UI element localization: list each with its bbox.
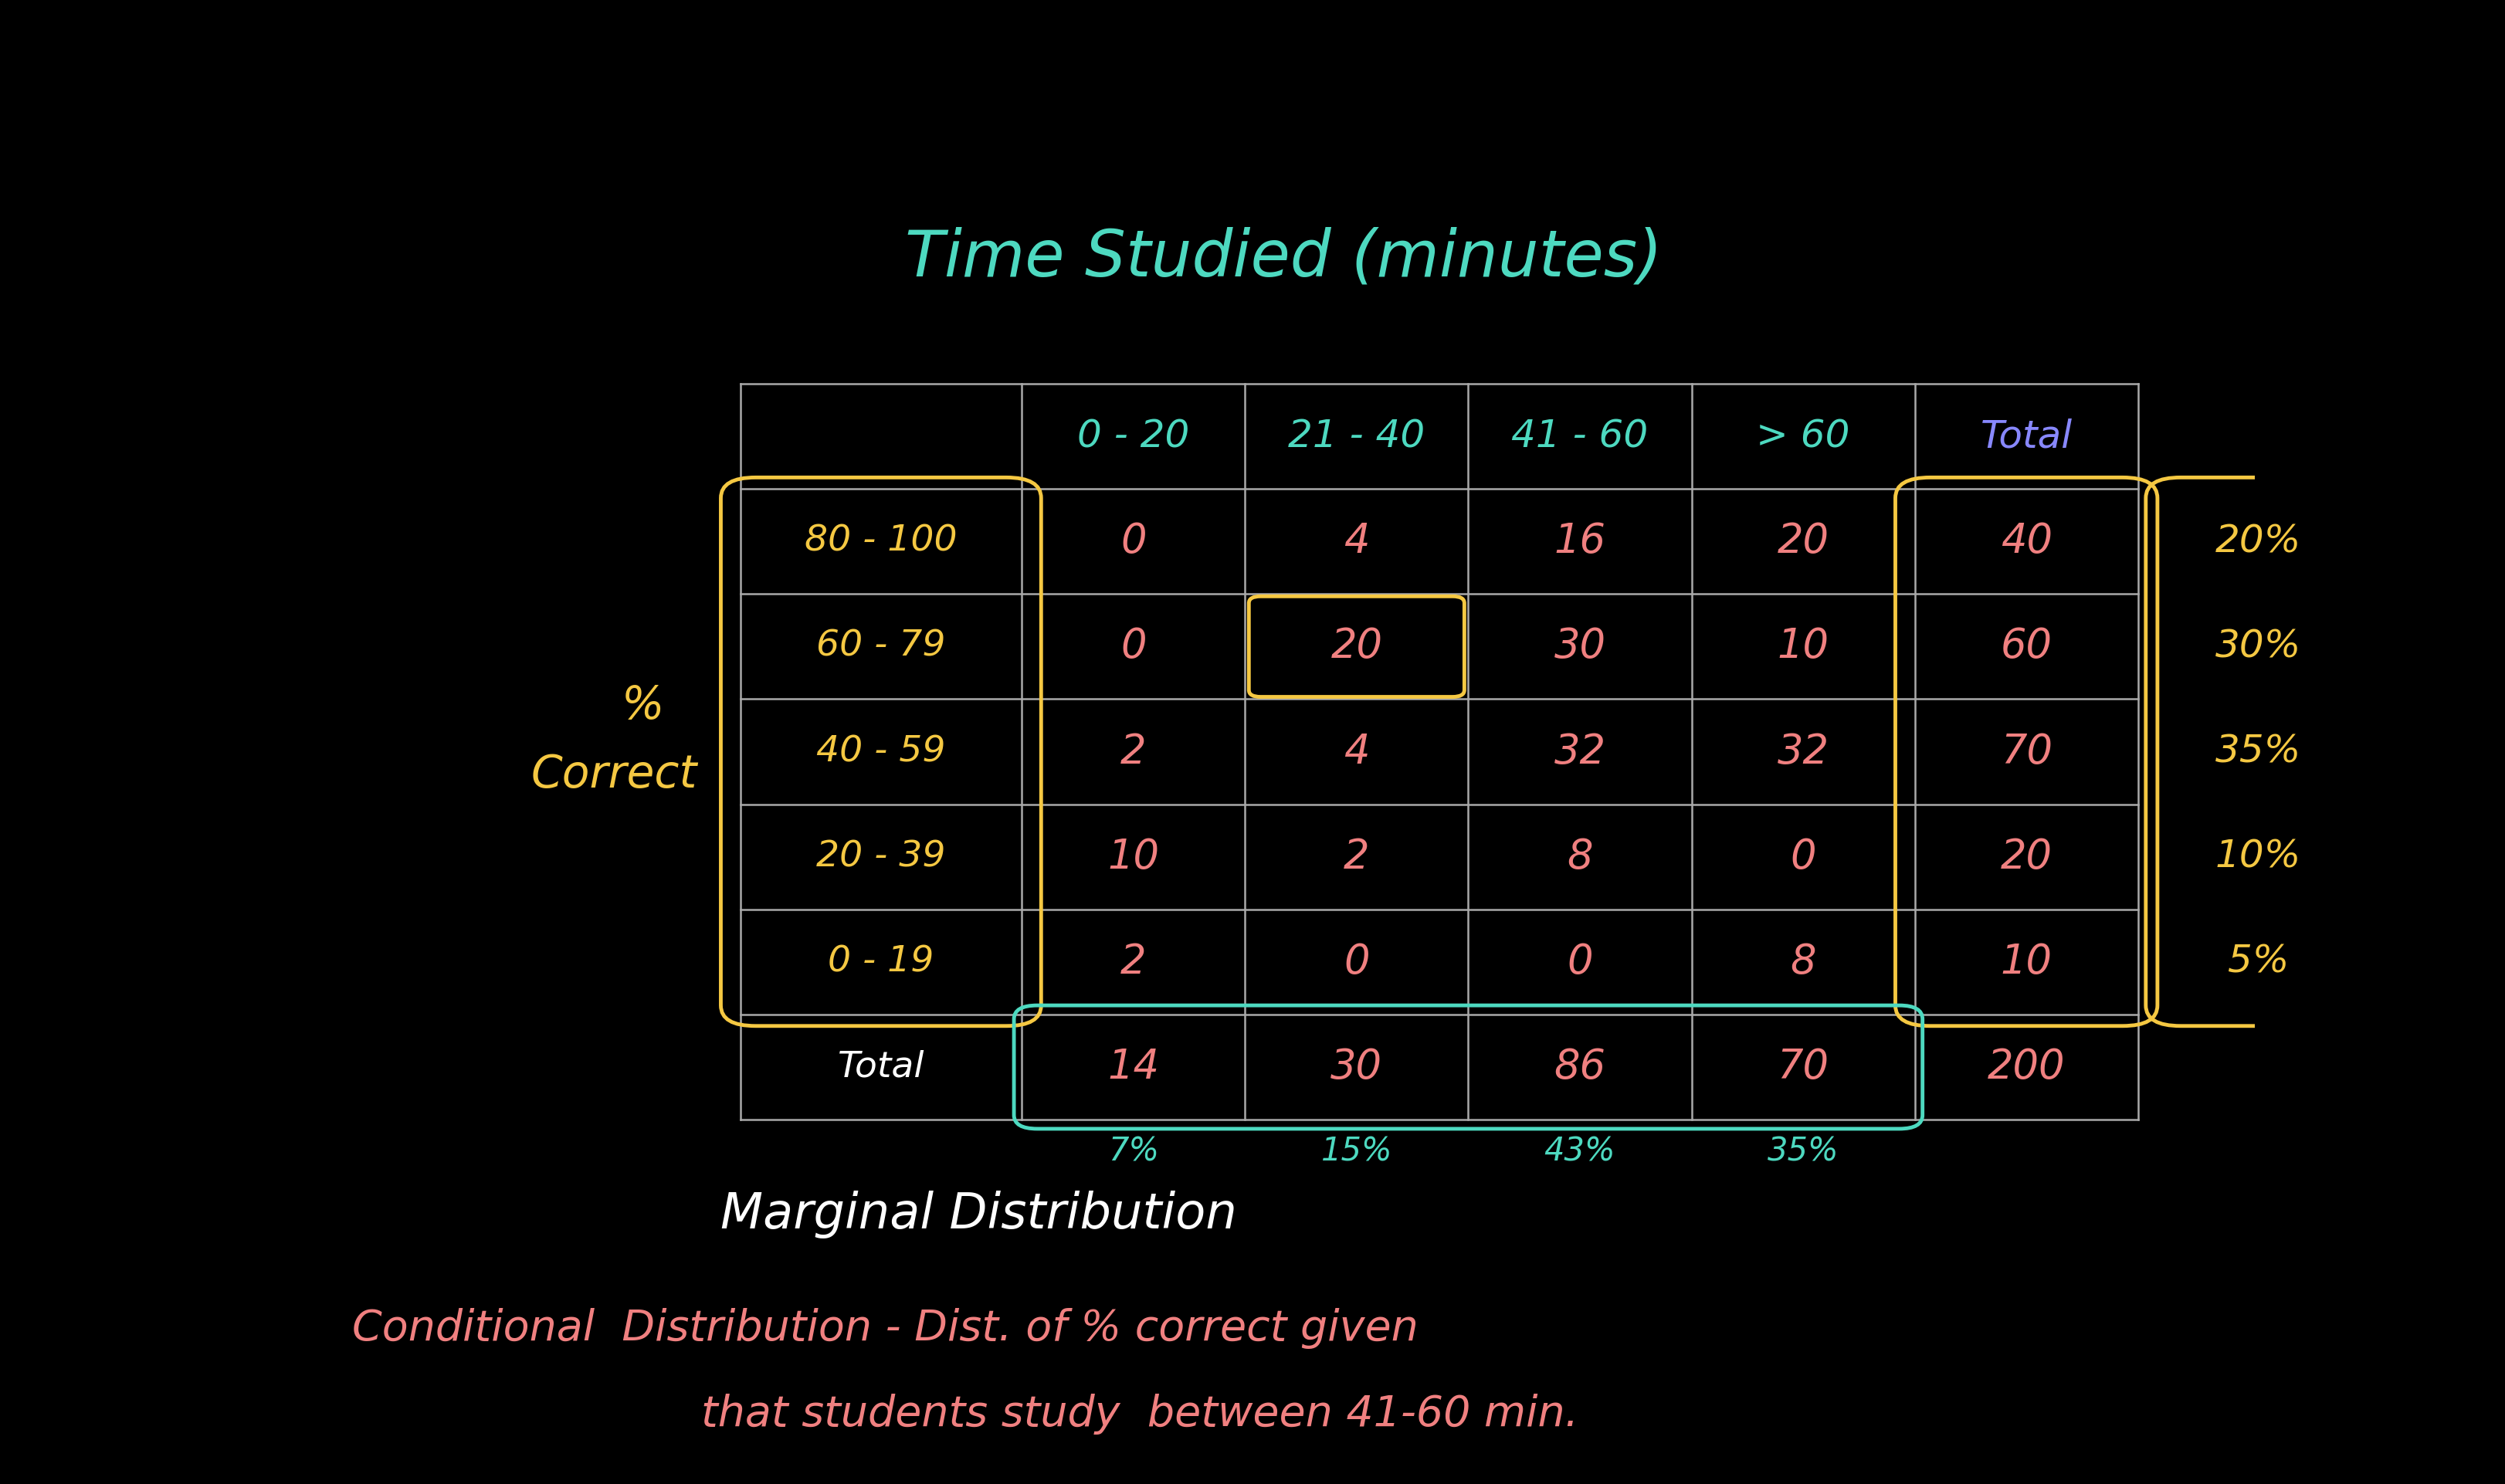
Text: 7%: 7% xyxy=(1107,1135,1160,1168)
Text: 70: 70 xyxy=(2001,732,2052,772)
Text: 0: 0 xyxy=(1568,942,1593,982)
Text: 70: 70 xyxy=(1776,1048,1829,1088)
Text: 0: 0 xyxy=(1120,626,1147,666)
Text: 16: 16 xyxy=(1553,521,1606,561)
Text: 0 - 19: 0 - 19 xyxy=(829,945,934,979)
Text: 80 - 100: 80 - 100 xyxy=(804,524,957,559)
Text: 10%: 10% xyxy=(2214,838,2302,876)
Text: 30: 30 xyxy=(1553,626,1606,666)
Text: Time Studied (minutes): Time Studied (minutes) xyxy=(904,227,1663,289)
Text: 4: 4 xyxy=(1343,732,1370,772)
Text: 32: 32 xyxy=(1776,732,1829,772)
Text: Marginal Distribution: Marginal Distribution xyxy=(721,1190,1237,1239)
Text: 20: 20 xyxy=(2001,837,2052,877)
Text: 60: 60 xyxy=(2001,626,2052,666)
Text: 10: 10 xyxy=(2001,942,2052,982)
Text: 0: 0 xyxy=(1343,942,1370,982)
Text: 20: 20 xyxy=(1776,521,1829,561)
Text: 20%: 20% xyxy=(2214,522,2302,559)
Text: 35%: 35% xyxy=(1769,1135,1839,1168)
Text: Total: Total xyxy=(1981,418,2072,456)
Text: 30%: 30% xyxy=(2214,628,2302,665)
Text: 40: 40 xyxy=(2001,521,2052,561)
Text: 15%: 15% xyxy=(1320,1135,1393,1168)
Text: 14: 14 xyxy=(1107,1048,1160,1088)
Text: 30: 30 xyxy=(1330,1048,1383,1088)
Text: 32: 32 xyxy=(1553,732,1606,772)
Text: 43%: 43% xyxy=(1543,1135,1616,1168)
Text: 2: 2 xyxy=(1120,732,1147,772)
Text: 0: 0 xyxy=(1120,521,1147,561)
Text: Conditional  Distribution - Dist. of % correct given: Conditional Distribution - Dist. of % co… xyxy=(351,1309,1418,1349)
Text: 200: 200 xyxy=(1986,1048,2064,1088)
Text: 60 - 79: 60 - 79 xyxy=(817,629,947,663)
Text: 2: 2 xyxy=(1343,837,1370,877)
Text: > 60: > 60 xyxy=(1756,418,1851,456)
Text: Correct: Correct xyxy=(531,752,696,797)
Text: 4: 4 xyxy=(1343,521,1370,561)
Text: 40 - 59: 40 - 59 xyxy=(817,735,947,769)
Text: Total: Total xyxy=(837,1049,924,1085)
Text: 0 - 20: 0 - 20 xyxy=(1077,418,1190,456)
Text: 0: 0 xyxy=(1791,837,1816,877)
Text: 20: 20 xyxy=(1330,626,1383,666)
Text: 2: 2 xyxy=(1120,942,1147,982)
Text: 10: 10 xyxy=(1107,837,1160,877)
Text: 8: 8 xyxy=(1568,837,1593,877)
Text: 5%: 5% xyxy=(2227,944,2290,981)
Text: 86: 86 xyxy=(1553,1048,1606,1088)
Text: 35%: 35% xyxy=(2214,733,2302,770)
Text: 8: 8 xyxy=(1791,942,1816,982)
Text: 21 - 40: 21 - 40 xyxy=(1288,418,1425,456)
Text: 10: 10 xyxy=(1776,626,1829,666)
Text: 41 - 60: 41 - 60 xyxy=(1511,418,1648,456)
Text: %: % xyxy=(621,684,664,729)
Text: 20 - 39: 20 - 39 xyxy=(817,840,947,874)
Text: that students study  between 41-60 min.: that students study between 41-60 min. xyxy=(701,1393,1578,1435)
